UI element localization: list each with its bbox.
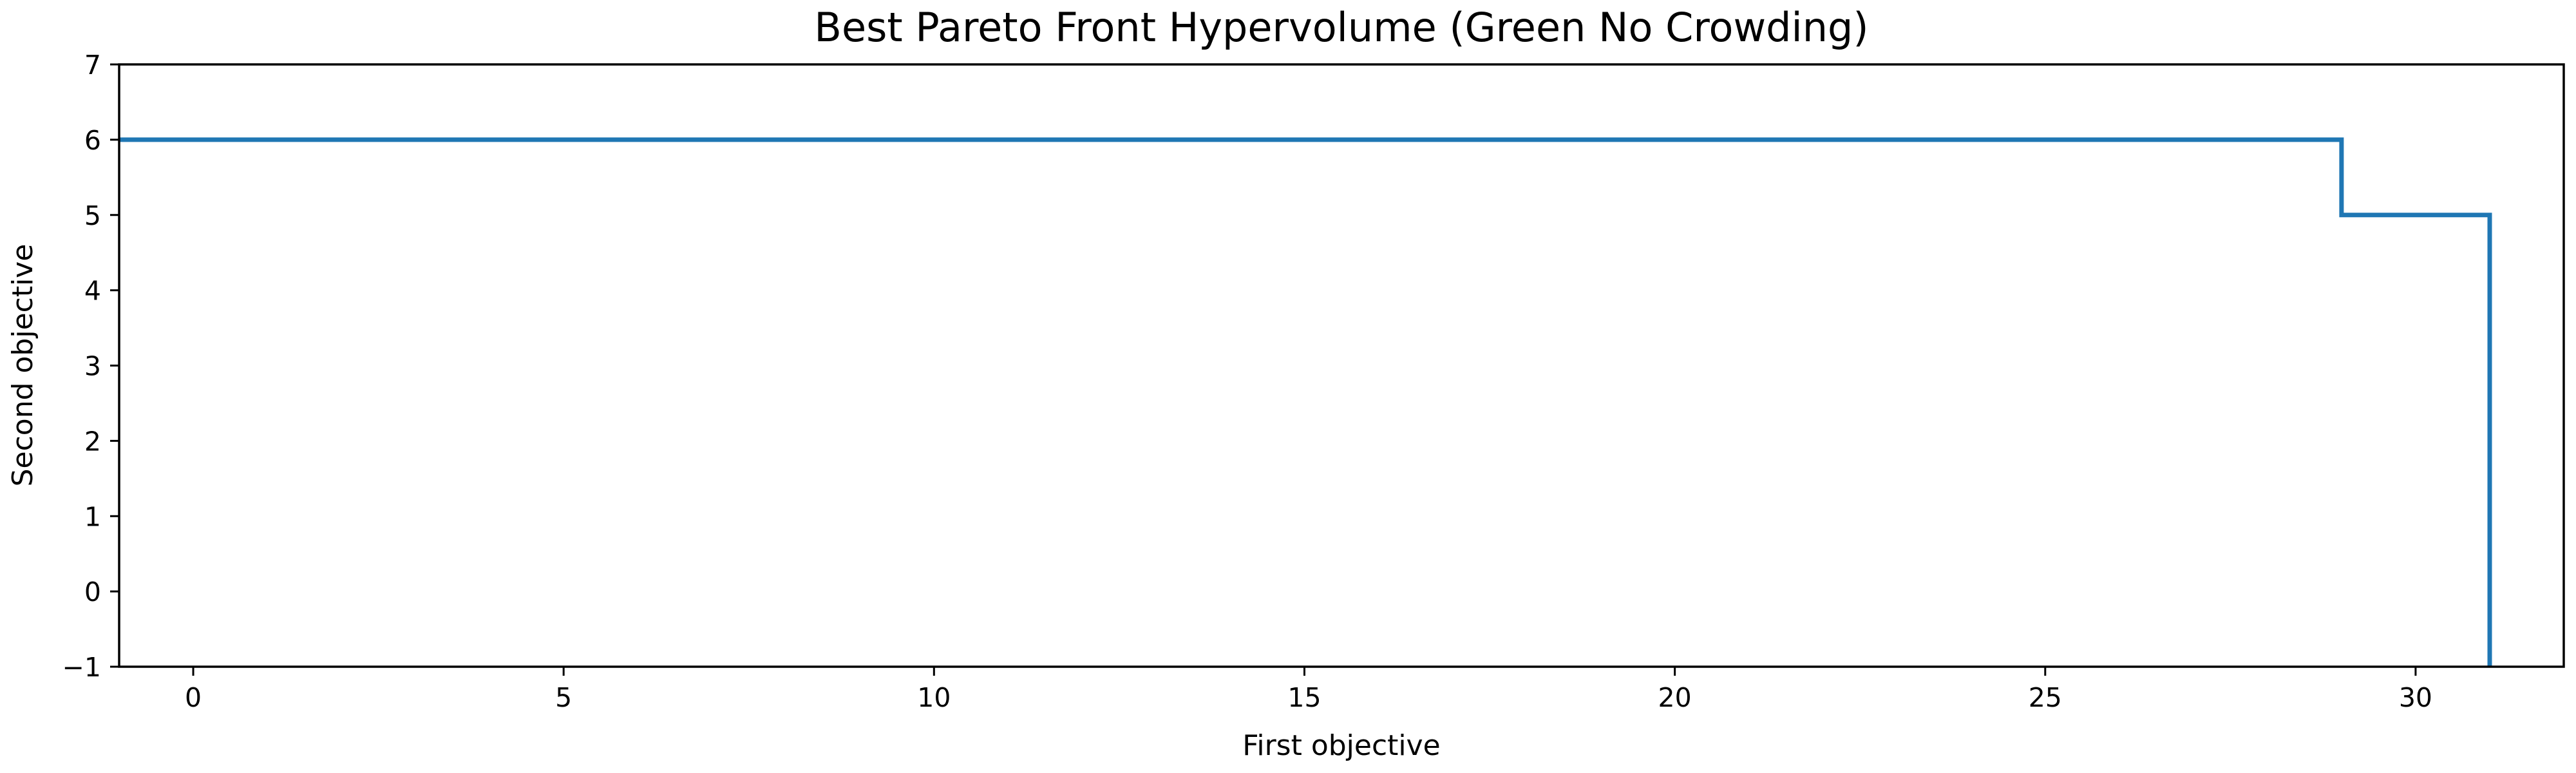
series-line-0 [119,137,2492,667]
y-tick-label: 7 [84,50,101,81]
y-tick-label: 4 [84,276,101,307]
x-tick-label: 5 [555,682,572,713]
plot-frame [118,63,2565,668]
x-tick-label: 20 [1658,682,1692,713]
plot-series [119,137,2492,667]
x-axis-ticks: 0 5 10 15 20 25 30 [185,667,2432,713]
y-tick-label: 2 [84,426,101,457]
x-tick-label: 15 [1287,682,1321,713]
chart-title: Best Pareto Front Hypervolume (Green No … [814,4,1868,51]
x-tick-label: 30 [2399,682,2432,713]
y-tick-label: −1 [62,652,101,683]
y-tick-label: 1 [84,501,101,532]
x-tick-label: 0 [185,682,202,713]
x-axis-label: First objective [1242,729,1441,762]
y-tick-label: 6 [84,125,101,156]
x-tick-label: 25 [2029,682,2062,713]
y-tick-label: 5 [84,200,101,231]
x-tick-label: 10 [917,682,951,713]
y-tick-label: 3 [84,351,101,382]
y-axis-ticks: −1 0 1 2 3 4 5 6 7 [62,50,119,683]
y-axis-label: Second objective [6,244,39,487]
y-tick-label: 0 [84,577,101,607]
